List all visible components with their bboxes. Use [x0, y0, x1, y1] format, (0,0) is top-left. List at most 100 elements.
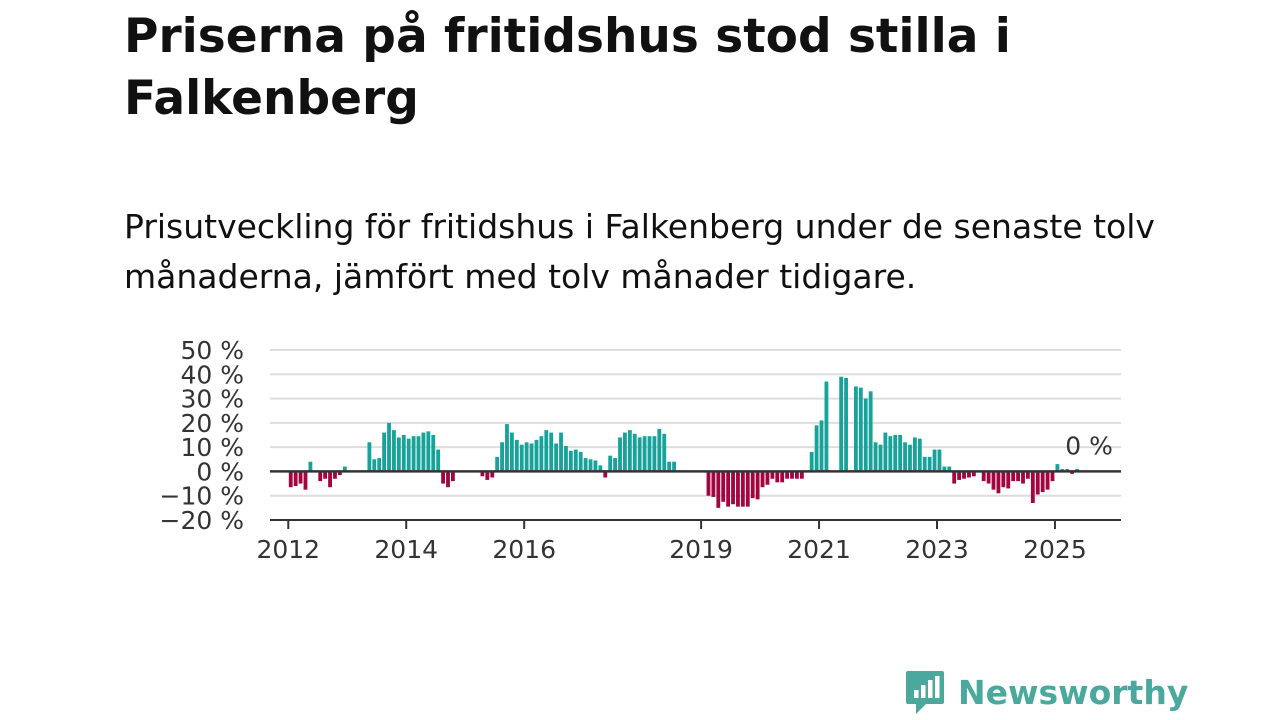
bar [372, 459, 377, 472]
bar [750, 471, 755, 499]
bar [652, 436, 657, 472]
y-tick-label: 50 % [180, 336, 244, 365]
bar [888, 436, 893, 472]
bar [986, 471, 991, 484]
y-tick-label: −20 % [160, 506, 244, 535]
bar [716, 471, 721, 508]
bar [500, 442, 504, 472]
bar [342, 466, 347, 472]
bar [770, 471, 775, 479]
bar [799, 471, 804, 479]
bars [288, 376, 1079, 508]
bar [480, 471, 485, 477]
bar [937, 449, 942, 472]
bar [858, 387, 863, 472]
chart-title: Priserna på fritidshus stod stilla i Fal… [124, 9, 1011, 126]
bar [392, 430, 396, 472]
bar [509, 432, 514, 472]
bar [593, 460, 598, 472]
bar [883, 432, 888, 472]
bar [519, 444, 524, 472]
bar-chart: 50 %40 %30 %20 %10 %0 %−10 %−20 %2012 201… [160, 336, 1121, 564]
bar [564, 445, 568, 472]
bar [932, 449, 937, 472]
bar [809, 452, 814, 472]
bar [323, 471, 328, 479]
bar [647, 436, 652, 472]
bar [573, 449, 578, 472]
x-tick-label: 2016 [492, 535, 556, 564]
tick-labels: 50 %40 %30 %20 %10 %0 %−10 %−20 %2012 201… [160, 336, 1113, 564]
gridlines [270, 349, 1121, 521]
bar [740, 471, 745, 507]
axes [270, 470, 1121, 529]
bar [721, 471, 726, 502]
bar [952, 471, 957, 484]
bar [745, 471, 750, 507]
bar [288, 471, 293, 488]
bar [490, 471, 495, 478]
x-tick-label: 2014 [374, 535, 438, 564]
bar [1040, 471, 1045, 493]
x-tick-label: 2012 [256, 535, 320, 564]
bar [971, 471, 976, 477]
bar [396, 437, 401, 472]
bar [421, 432, 426, 472]
bar [367, 442, 372, 472]
bar [1011, 471, 1016, 482]
bar [824, 381, 829, 472]
bar [1021, 471, 1025, 484]
bar [908, 444, 912, 472]
bar [411, 436, 416, 472]
bar [524, 442, 529, 472]
bar [962, 471, 966, 479]
bar [780, 471, 785, 483]
bar [495, 456, 500, 472]
bar [441, 471, 445, 484]
bar [1030, 471, 1035, 503]
bar [627, 430, 632, 472]
bar [942, 466, 947, 472]
bar [765, 471, 770, 485]
bar [981, 471, 986, 482]
bar [957, 471, 962, 480]
bar [991, 471, 996, 490]
bar [387, 422, 391, 472]
y-tick-label: −10 % [160, 482, 244, 511]
bar [451, 471, 455, 482]
bar [731, 471, 735, 505]
bar [544, 430, 549, 472]
bar [795, 471, 799, 479]
bar [898, 435, 903, 472]
brand-name: Newsworthy [958, 672, 1189, 712]
bar [839, 376, 844, 472]
bar [785, 471, 790, 479]
bar [333, 471, 337, 479]
newsworthy-logo-icon [904, 668, 946, 716]
bar [726, 471, 731, 507]
bar [863, 398, 868, 472]
bar [878, 444, 883, 472]
bar [1016, 471, 1020, 482]
bar [868, 391, 873, 472]
bar [401, 435, 406, 472]
bar [873, 442, 878, 472]
bar [618, 437, 622, 472]
bar [416, 436, 421, 472]
bar [514, 439, 519, 472]
bar [1055, 464, 1060, 472]
bar [927, 456, 932, 472]
bar [505, 424, 509, 472]
bar [613, 458, 618, 472]
x-tick-label: 2023 [905, 535, 969, 564]
bar [755, 471, 760, 500]
bar [1045, 471, 1050, 490]
bar [844, 377, 848, 472]
bar [657, 428, 662, 472]
bar [446, 471, 450, 488]
bar [903, 442, 907, 472]
bar [922, 456, 927, 472]
bar [814, 425, 819, 472]
bar [568, 450, 573, 472]
y-tick-label: 40 % [180, 360, 244, 389]
